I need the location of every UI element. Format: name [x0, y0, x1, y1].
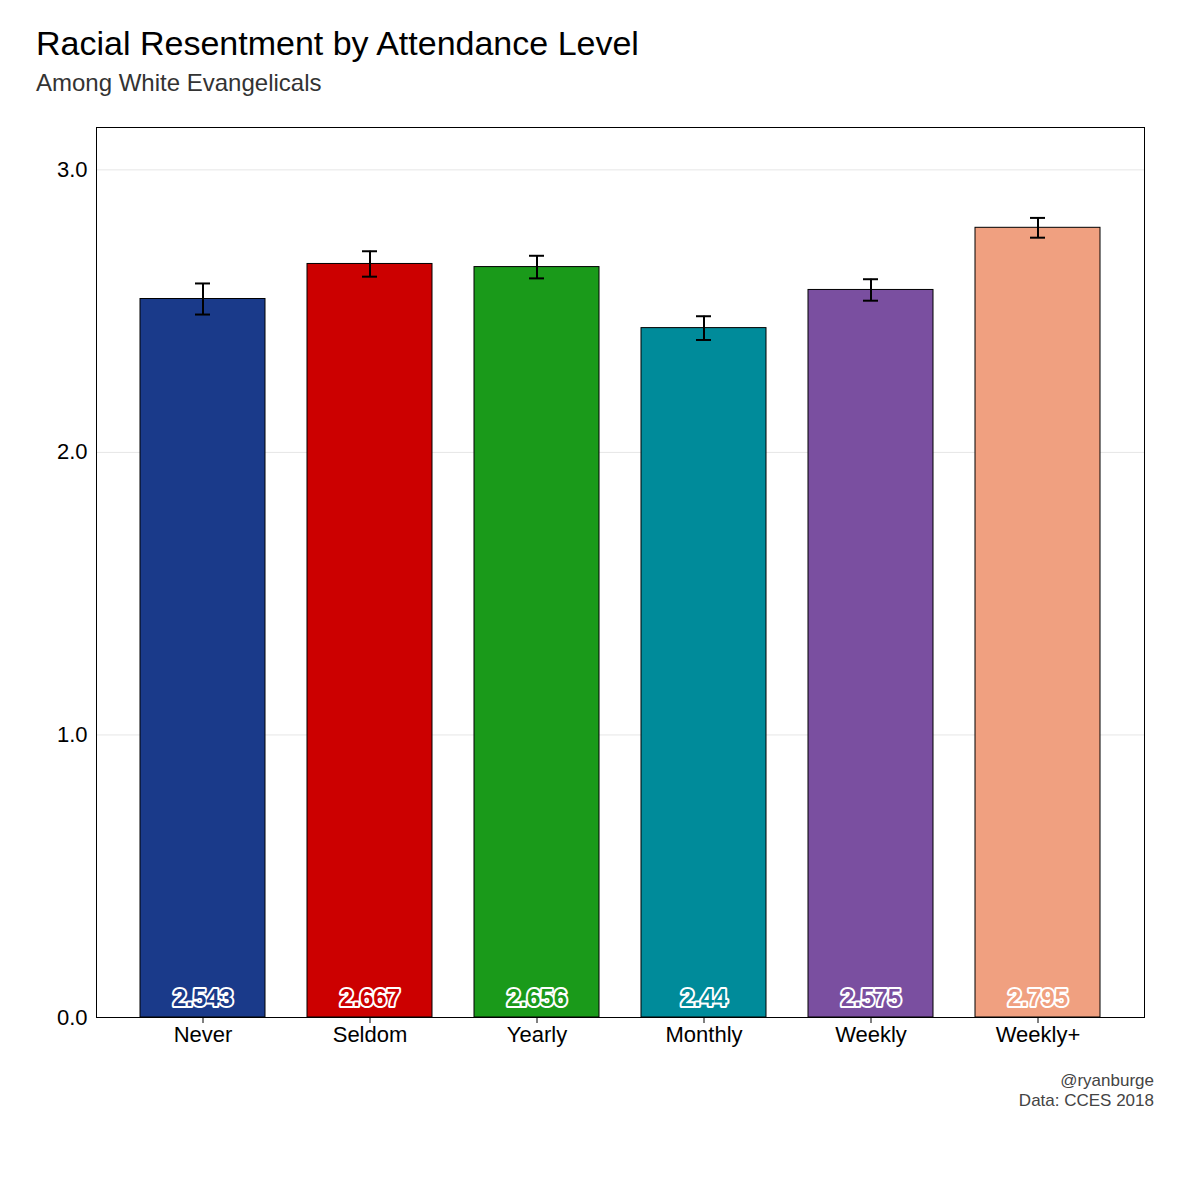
svg-text:1.0: 1.0 [57, 722, 88, 747]
svg-text:Yearly: Yearly [507, 1022, 567, 1047]
svg-text:Weekly: Weekly [835, 1022, 907, 1047]
svg-text:2.44: 2.44 [681, 984, 728, 1011]
svg-text:2.575: 2.575 [841, 984, 901, 1011]
svg-text:Seldom: Seldom [333, 1022, 408, 1047]
svg-text:2.0: 2.0 [57, 439, 88, 464]
svg-text:0.0: 0.0 [57, 1005, 88, 1030]
svg-text:2.795: 2.795 [1008, 984, 1068, 1011]
html-text:Racial Resentment by Attendanc: Racial Resentment by Attendance Level [36, 24, 639, 62]
html-text:@ryanburge Data: CCES 2018: @ryanburge Data: CCES 2018 [1018, 1071, 1154, 1110]
svg-text:2.667: 2.667 [340, 984, 400, 1011]
svg-text:Monthly: Monthly [665, 1022, 742, 1047]
svg-text:Never: Never [174, 1022, 233, 1047]
html-text:Among White Evangelicals: Among White Evangelicals [36, 69, 322, 96]
svg-text:Weekly+: Weekly+ [996, 1022, 1081, 1047]
svg-text:2.656: 2.656 [507, 984, 567, 1011]
svg-text:2.543: 2.543 [173, 984, 233, 1011]
svg-text:3.0: 3.0 [57, 157, 88, 182]
